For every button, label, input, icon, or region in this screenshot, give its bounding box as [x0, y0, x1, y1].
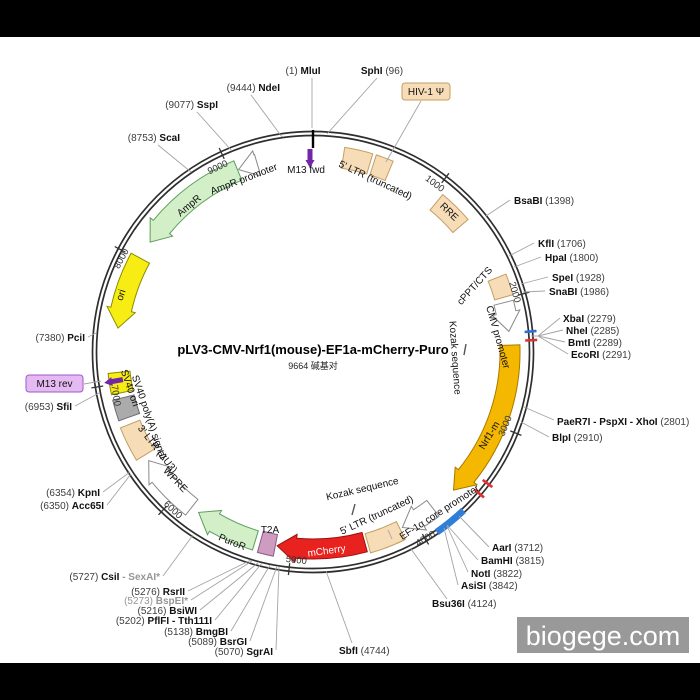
- enzyme-blpi: BlpI (2910): [552, 433, 603, 444]
- enzyme-sfii: (6953) SfiI: [25, 402, 72, 413]
- enzyme-bsabi: BsaBI (1398): [514, 196, 574, 207]
- scale-tick-5000: [287, 563, 291, 576]
- bottom-black-bar: [0, 663, 700, 700]
- label-m13-rev: M13 rev: [36, 379, 72, 390]
- feature-cppt-cts: [487, 273, 514, 301]
- mcs-blue-segment: [434, 508, 466, 535]
- label-mcherry: mCherry: [307, 543, 347, 559]
- feature-ori-arrow: [106, 252, 151, 329]
- scale-tick-8000: [114, 246, 126, 253]
- scale-label-1000: 1000: [423, 173, 447, 195]
- site-tick-blue-xbai: [524, 329, 537, 334]
- plasmid-size: 9664 碱基对: [288, 360, 338, 371]
- enzyme-pflfi-tth111i: (5202) PflFI - Tth111I: [116, 616, 212, 627]
- enzyme-spei: SpeI (1928): [552, 273, 605, 284]
- enzyme-pcii: (7380) PciI: [36, 333, 86, 344]
- scale-label-5000: 5000: [285, 554, 307, 567]
- label-cppt-cts: cPPT/CTS: [455, 265, 495, 308]
- enzyme-kpni: (6354) KpnI: [46, 488, 100, 499]
- top-black-bar: [0, 0, 700, 37]
- enzyme-sphi: SphI (96): [361, 66, 403, 77]
- scale-tick-6000: [158, 505, 168, 516]
- feature-t2a: [256, 530, 279, 557]
- enzyme-ecori: EcoRI (2291): [571, 350, 631, 361]
- scale-tick-1000: [441, 172, 450, 184]
- label-hiv-psi: HIV-1 Ψ: [408, 87, 444, 98]
- feature-ampr-arrow: [149, 160, 243, 243]
- enzyme-labels: (1) MluI SphI (96) (9444) NdeI (9077) Ss…: [25, 66, 690, 658]
- watermark-background: [517, 617, 689, 653]
- site-tick-red-ecori: [525, 338, 538, 342]
- enzyme-sgrai: (5070) SgrAI: [215, 647, 274, 658]
- enzyme-snabi: SnaBI (1986): [549, 287, 609, 298]
- feature-ampr-promoter-arrow: [237, 149, 261, 177]
- m13-rev-primer-arrow: [104, 377, 124, 386]
- scale-tick-3000: [510, 430, 522, 437]
- scale-label-7000: 7000: [108, 384, 122, 407]
- enzyme-asisi: AsiSI (3842): [461, 581, 518, 592]
- feature-nrf1-cds-arrow: [452, 344, 521, 491]
- feature-sv40-ori: [107, 370, 134, 396]
- feature-cmv-promoter-arrow: [491, 299, 521, 333]
- site-tick-red-2: [473, 488, 485, 499]
- enzyme-acc65i: (6350) Acc65I: [40, 501, 104, 512]
- m13-rev-boxed-label: M13 rev: [25, 374, 84, 393]
- enzyme-rsrii: (5276) RsrII: [131, 587, 185, 598]
- enzyme-hpai: HpaI (1800): [545, 253, 598, 264]
- enzyme-noti: NotI (3822): [471, 569, 522, 580]
- feature-5ltr-truncated-bottom: [364, 520, 406, 554]
- feature-ef1a-core-promoter-arrow: [401, 499, 440, 531]
- enzyme-mlui: (1) MluI: [286, 66, 321, 77]
- enzyme-sbfi: SbfI (4744): [339, 646, 390, 657]
- feature-5ltr-truncated-box2: [369, 154, 394, 182]
- enzyme-bamhi: BamHI (3815): [481, 556, 544, 567]
- enzyme-nhei: NheI (2285): [566, 326, 619, 337]
- scale-tick-7000: [91, 385, 104, 389]
- feature-5ltr-truncated-box1: [340, 146, 374, 175]
- enzyme-kfli: KflI (1706): [538, 239, 586, 250]
- enzyme-aari: AarI (3712): [492, 543, 543, 554]
- enzyme-paer7i-pspxi-xhoi: PaeR7I - PspXI - XhoI (2801): [557, 417, 689, 428]
- enzyme-csii-sexai: (5727) CsiI - SexAI*: [69, 572, 160, 583]
- watermark-text: biogege.com: [526, 621, 681, 651]
- label-kozak-bottom: Kozak sequence: [325, 476, 400, 503]
- scale-tick-9000: [218, 147, 225, 160]
- enzyme-sspi: (9077) SspI: [165, 100, 218, 111]
- hiv-psi-boxed-label: HIV-1 Ψ: [401, 82, 451, 101]
- m13-fwd-primer-arrow: [305, 149, 315, 168]
- feature-wpre-arrow: [148, 460, 199, 516]
- watermark: biogege.com: [517, 617, 689, 653]
- feature-3ltr-du3: [119, 419, 156, 461]
- enzyme-bsu36i: Bsu36I (4124): [432, 599, 496, 610]
- enzyme-bmgbi: (5138) BmgBI: [164, 627, 228, 638]
- feature-rre: [429, 193, 469, 234]
- label-kozak-right: Kozak sequence: [446, 321, 462, 396]
- enzyme-bsiwi: (5216) BsiWI: [138, 606, 198, 617]
- feature-mcherry-arrow: [276, 531, 368, 564]
- enzyme-ndei: (9444) NdeI: [227, 83, 281, 94]
- scale-tick-2000: [517, 291, 530, 296]
- plasmid-title: pLV3-CMV-Nrf1(mouse)-EF1a-mCherry-Puro: [177, 342, 448, 357]
- feature-puror-arrow: [197, 509, 259, 551]
- enzyme-bmti: BmtI (2289): [568, 338, 622, 349]
- leader-lines: [74, 77, 569, 651]
- label-m13-fwd: M13 fwd: [287, 165, 325, 176]
- label-t2a: T2A: [261, 525, 280, 536]
- enzyme-scai: (8753) ScaI: [128, 133, 180, 144]
- enzyme-bsrgi: (5089) BsrGI: [188, 637, 247, 648]
- label-ori: ori: [115, 288, 129, 302]
- site-tick-red-1: [481, 478, 494, 489]
- feature-sv40-polya: [112, 394, 141, 422]
- enzyme-xbai: XbaI (2279): [563, 314, 616, 325]
- enzyme-bspei: (5273) BspEI*: [124, 596, 188, 607]
- scale-tick-4000: [421, 533, 430, 545]
